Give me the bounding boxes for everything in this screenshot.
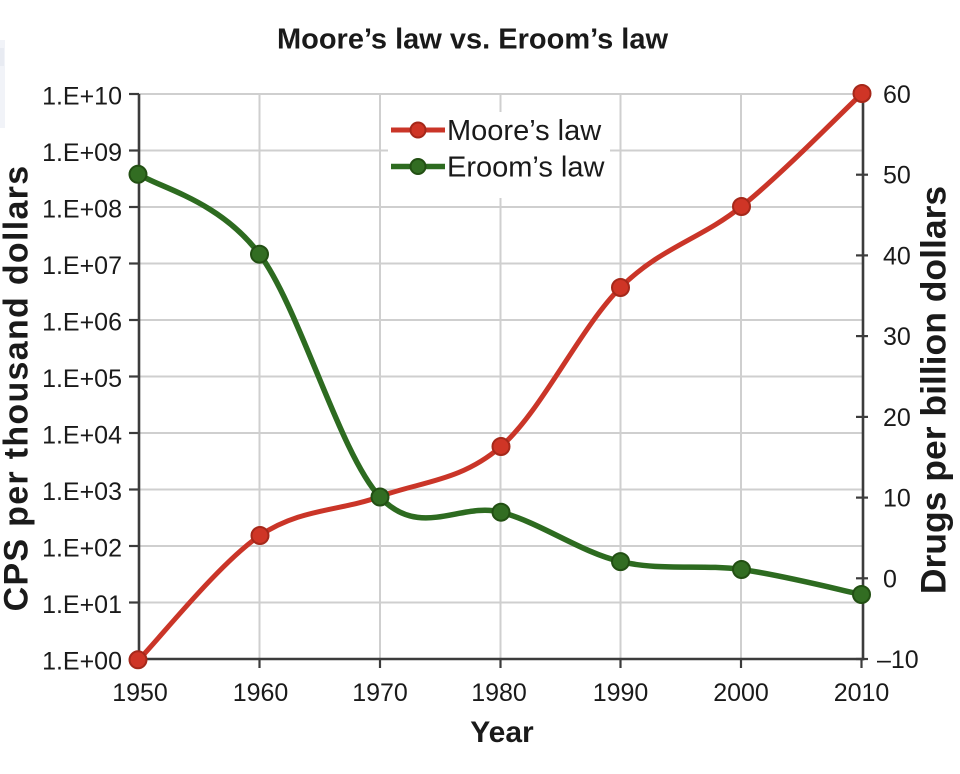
svg-text:Moore’s law vs. Eroom’s law: Moore’s law vs. Eroom’s law	[277, 24, 669, 56]
svg-text:30: 30	[883, 323, 911, 351]
svg-text:CPS per thousand dollars: CPS per thousand dollars	[0, 165, 36, 612]
svg-text:–10: –10	[877, 646, 919, 674]
svg-text:1950: 1950	[112, 679, 168, 707]
svg-text:Year: Year	[470, 716, 534, 749]
svg-text:1.E+01: 1.E+01	[42, 591, 122, 619]
svg-text:Moore’s law: Moore’s law	[447, 115, 602, 147]
svg-text:20: 20	[883, 404, 911, 432]
svg-text:60: 60	[883, 81, 911, 109]
svg-text:1980: 1980	[471, 679, 527, 707]
svg-text:10: 10	[883, 485, 911, 513]
svg-text:1.E+00: 1.E+00	[42, 648, 122, 676]
svg-text:1.E+09: 1.E+09	[42, 139, 122, 167]
svg-text:1.E+06: 1.E+06	[42, 309, 122, 337]
svg-text:1.E+02: 1.E+02	[42, 535, 122, 563]
svg-text:2000: 2000	[713, 679, 769, 707]
svg-text:2010: 2010	[834, 679, 890, 707]
svg-text:1.E+10: 1.E+10	[42, 83, 122, 111]
svg-text:Drugs per billion dollars: Drugs per billion dollars	[914, 186, 954, 594]
svg-text:50: 50	[883, 162, 911, 190]
svg-text:1990: 1990	[593, 679, 649, 707]
svg-text:1960: 1960	[233, 679, 289, 707]
svg-text:1.E+08: 1.E+08	[42, 196, 122, 224]
svg-text:1.E+05: 1.E+05	[42, 365, 122, 393]
svg-text:Eroom’s law: Eroom’s law	[447, 152, 605, 184]
svg-text:0: 0	[883, 565, 897, 593]
svg-text:1.E+04: 1.E+04	[42, 422, 122, 450]
svg-text:1970: 1970	[352, 679, 408, 707]
svg-text:1.E+03: 1.E+03	[42, 478, 122, 506]
svg-text:1.E+07: 1.E+07	[42, 252, 122, 280]
svg-text:40: 40	[883, 242, 911, 270]
